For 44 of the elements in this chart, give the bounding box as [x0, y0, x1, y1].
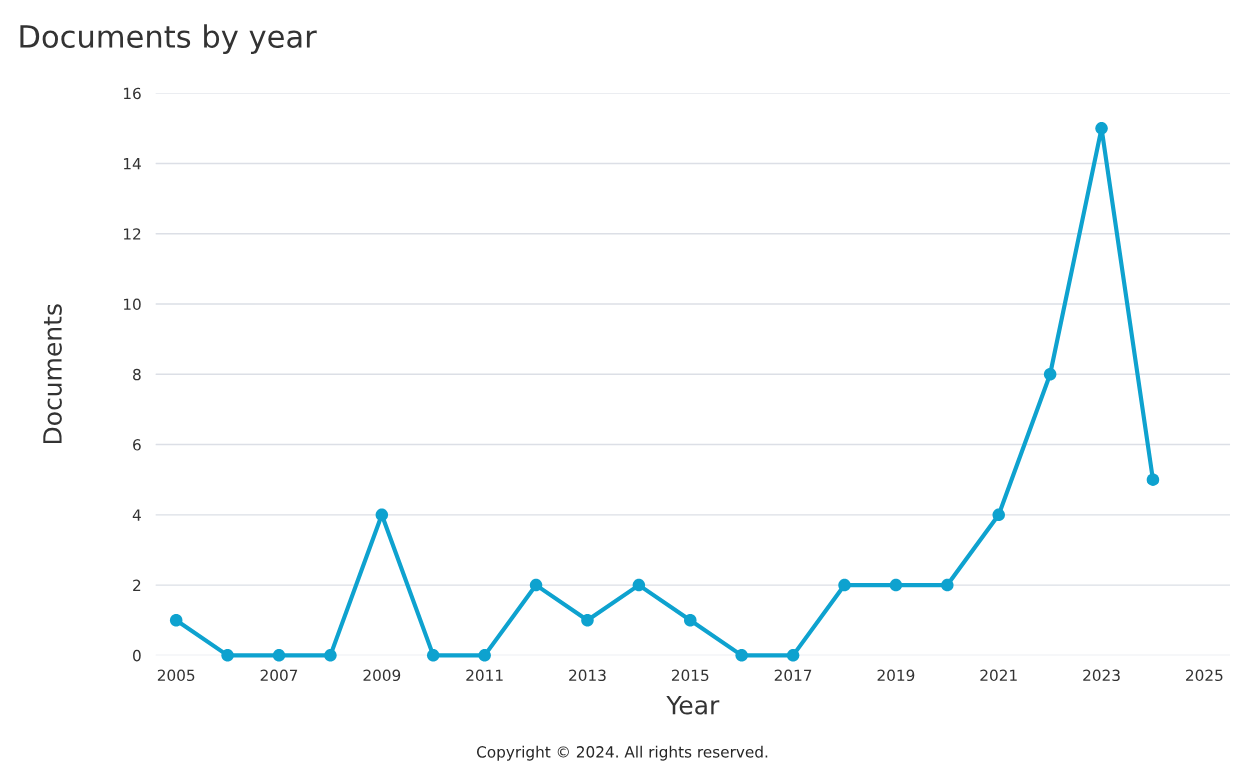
x-tick-label: 2021 [980, 669, 1017, 682]
point [529, 578, 543, 592]
x-tick-label: 2011 [466, 669, 503, 682]
y-tick-label: 6 [133, 439, 141, 451]
y-tick-label: 0 [133, 649, 141, 662]
text: Copyright © 2024. All rights reserved. [477, 745, 768, 761]
point [375, 508, 389, 522]
y-tick-label: 10 [123, 298, 141, 311]
y-axis-title: Documents [43, 304, 62, 444]
y-tick-label: 4 [132, 509, 141, 521]
point [684, 613, 697, 627]
y-tick-label: 2 [133, 579, 141, 591]
x-tick-label: 2017 [774, 669, 812, 682]
point [838, 578, 851, 592]
y-tick-label: 16 [123, 87, 141, 100]
point [426, 649, 440, 662]
point [992, 508, 1005, 522]
point [221, 649, 234, 662]
x-tick-label: 2025 [1186, 669, 1223, 682]
point [1146, 473, 1160, 486]
x-tick-label: 2005 [157, 669, 195, 682]
point [941, 578, 954, 592]
point [581, 613, 594, 627]
point [735, 649, 748, 662]
y-tick-label: 14 [123, 158, 141, 170]
x-tick-label: 2013 [569, 669, 606, 682]
x-tick-label: 2019 [877, 669, 915, 682]
point [169, 613, 183, 627]
point [632, 578, 646, 592]
point [478, 649, 491, 662]
x-tick-label: 2015 [671, 669, 709, 682]
point [324, 649, 337, 662]
point [1095, 122, 1108, 135]
y-tick-label: 8 [133, 368, 141, 381]
x-tick-label: 2009 [363, 669, 401, 682]
x-axis-title: Year [666, 695, 720, 715]
x-tick-label: 2007 [260, 669, 298, 682]
point [1043, 368, 1057, 381]
point [889, 578, 903, 592]
y-tick-label: 12 [123, 228, 141, 240]
x-tick-label: 2023 [1083, 669, 1120, 682]
point [786, 649, 800, 662]
chart-title: Documents by year [20, 24, 317, 54]
point [272, 649, 286, 662]
